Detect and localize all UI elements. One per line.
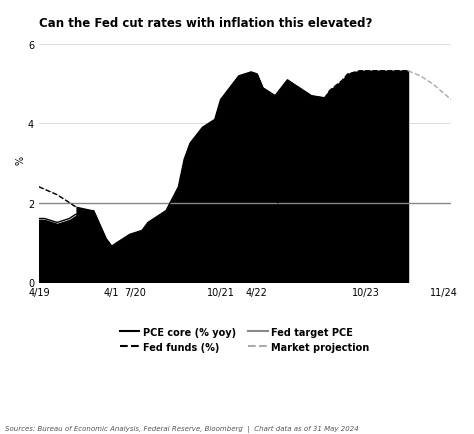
Text: Can the Fed cut rates with inflation this elevated?: Can the Fed cut rates with inflation thi… xyxy=(39,17,372,30)
Text: Sources: Bureau of Economic Analysis, Federal Reserve, Bloomberg  |  Chart data : Sources: Bureau of Economic Analysis, Fe… xyxy=(5,425,358,432)
Y-axis label: %: % xyxy=(15,155,25,164)
Legend: PCE core (% yoy), Fed funds (%), Fed target PCE, Market projection: PCE core (% yoy), Fed funds (%), Fed tar… xyxy=(116,323,374,356)
